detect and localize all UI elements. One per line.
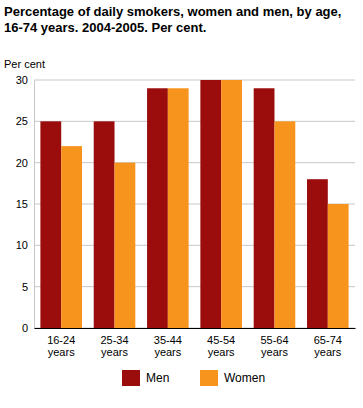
y-tick-label: 0 — [22, 322, 28, 334]
bar — [221, 80, 242, 328]
grid-line — [34, 328, 355, 329]
y-axis-line — [34, 81, 35, 329]
bar — [168, 88, 189, 328]
x-tick-label: 45-54years — [207, 334, 235, 359]
y-axis-title: Per cent — [4, 58, 45, 70]
bar — [61, 146, 82, 328]
grid — [34, 80, 355, 328]
x-tick: 55-64years — [260, 328, 288, 358]
grid-line — [34, 162, 355, 163]
legend-label: Women — [224, 371, 265, 385]
bar — [274, 121, 295, 328]
legend-swatch — [200, 370, 218, 386]
y-tick-label: 20 — [16, 157, 28, 169]
grid-line — [34, 204, 355, 205]
y-axis: 0 5 10 15 20 25 30 — [16, 74, 35, 334]
y-tick-label: 25 — [16, 115, 28, 127]
bar — [40, 121, 61, 328]
bar — [94, 121, 115, 328]
bar — [147, 88, 168, 328]
grid-line — [34, 121, 355, 122]
bars — [40, 80, 348, 328]
bar — [200, 80, 221, 328]
x-axis-line — [35, 328, 356, 329]
chart: Percentage of daily smokers, women and m… — [0, 0, 363, 408]
bar — [328, 204, 349, 328]
legend-swatch — [122, 370, 140, 386]
y-tick: 0 — [22, 322, 34, 334]
y-tick: 15 — [16, 198, 34, 210]
y-tick: 5 — [22, 281, 34, 293]
x-axis: 16-24years 25-34years 35-44years 45-54years… — [35, 328, 356, 358]
grid-line — [34, 245, 355, 246]
x-tick: 45-54years — [207, 328, 235, 358]
legend-label: Men — [146, 371, 169, 385]
x-tick-label: 25-34years — [100, 334, 128, 359]
y-tick: 20 — [16, 157, 34, 169]
y-tick-label: 15 — [16, 198, 28, 210]
title: Percentage of daily smokers, women and m… — [4, 4, 341, 35]
x-tick: 25-34years — [100, 328, 128, 358]
x-tick-label: 55-64years — [260, 334, 288, 359]
y-tick-label: 5 — [22, 281, 28, 293]
y-tick: 25 — [16, 115, 34, 127]
y-tick-label: 10 — [16, 239, 28, 251]
y-tick: 30 — [16, 74, 34, 86]
x-tick-label: 65-74years — [314, 334, 342, 359]
legend: Men Women — [122, 370, 265, 386]
bar — [115, 163, 136, 328]
y-tick-label: 30 — [16, 74, 28, 86]
bar — [254, 88, 275, 328]
x-tick: 35-44years — [154, 328, 182, 358]
plot: 0 5 10 15 20 25 30 16-24years 25-34years 35-44yea… — [16, 74, 356, 358]
legend-item: Men — [122, 370, 169, 386]
legend-item: Women — [200, 370, 265, 386]
grid-line — [34, 80, 355, 81]
x-tick: 16-24years — [47, 328, 75, 358]
bar — [307, 179, 328, 328]
grid-line — [34, 286, 355, 287]
x-tick-label: 35-44years — [154, 334, 182, 359]
x-tick: 65-74years — [314, 328, 342, 358]
x-tick-label: 16-24years — [47, 334, 75, 359]
y-tick: 10 — [16, 239, 34, 251]
